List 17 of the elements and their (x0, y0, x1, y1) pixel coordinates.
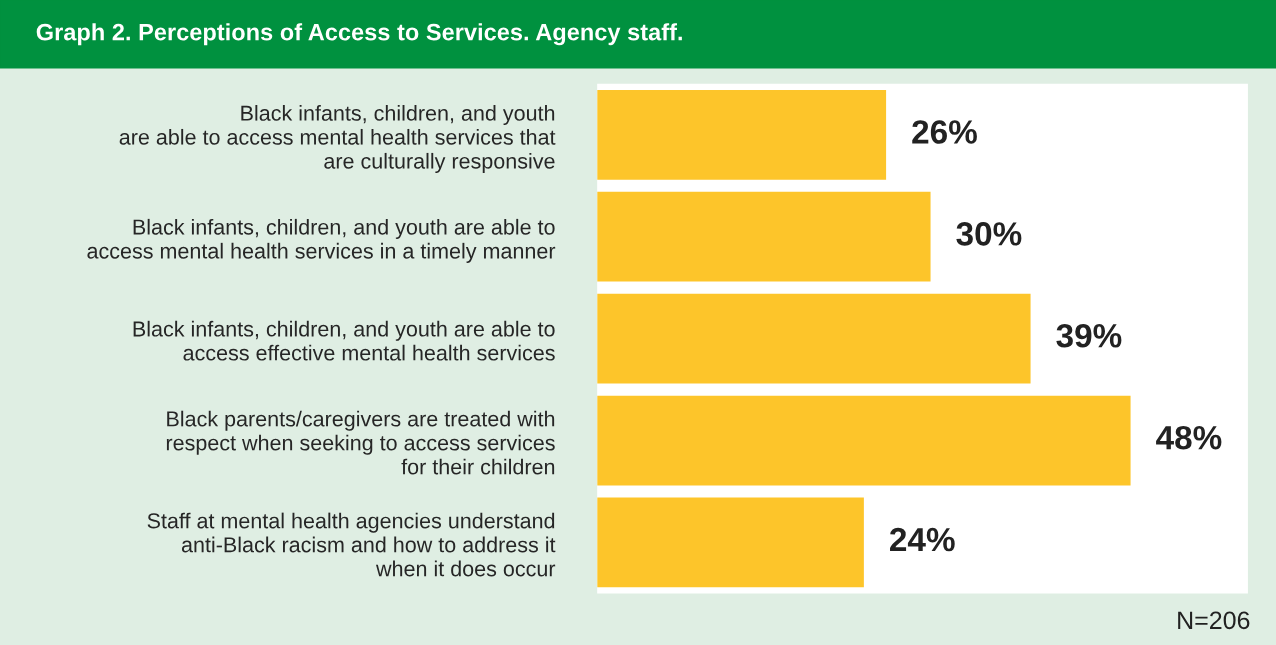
bar (597, 497, 864, 588)
y-tick-label: Staff at mental health agencies understand anti-Black racism and how to address it when it does occur (147, 512, 556, 577)
text: Graph 2. Perceptions of Access to Services. Agency staff. (36, 23, 682, 46)
text: N=206 (1178, 611, 1250, 630)
y-tick-label: Black infants, children, and youth are able to access mental health services in a timely manner (87, 218, 556, 263)
y-tick-label: Black infants, children, and youth are able to access mental health services that are culturally responsive (119, 104, 556, 173)
data-label: 48% (1156, 425, 1222, 450)
data-label: 24% (890, 527, 955, 552)
data-label: 39% (1056, 323, 1122, 348)
data-label: 26% (912, 120, 977, 144)
bar (597, 191, 931, 282)
bar (597, 89, 887, 180)
bar (597, 395, 1131, 486)
y-tick-label: Black infants, children, and youth are able to access effective mental health services (133, 320, 555, 361)
data-label: 30% (956, 222, 1022, 246)
y-tick-label: Black parents/caregivers are treated with respect when seeking to access services for their children (166, 410, 555, 475)
bar (597, 293, 1031, 384)
